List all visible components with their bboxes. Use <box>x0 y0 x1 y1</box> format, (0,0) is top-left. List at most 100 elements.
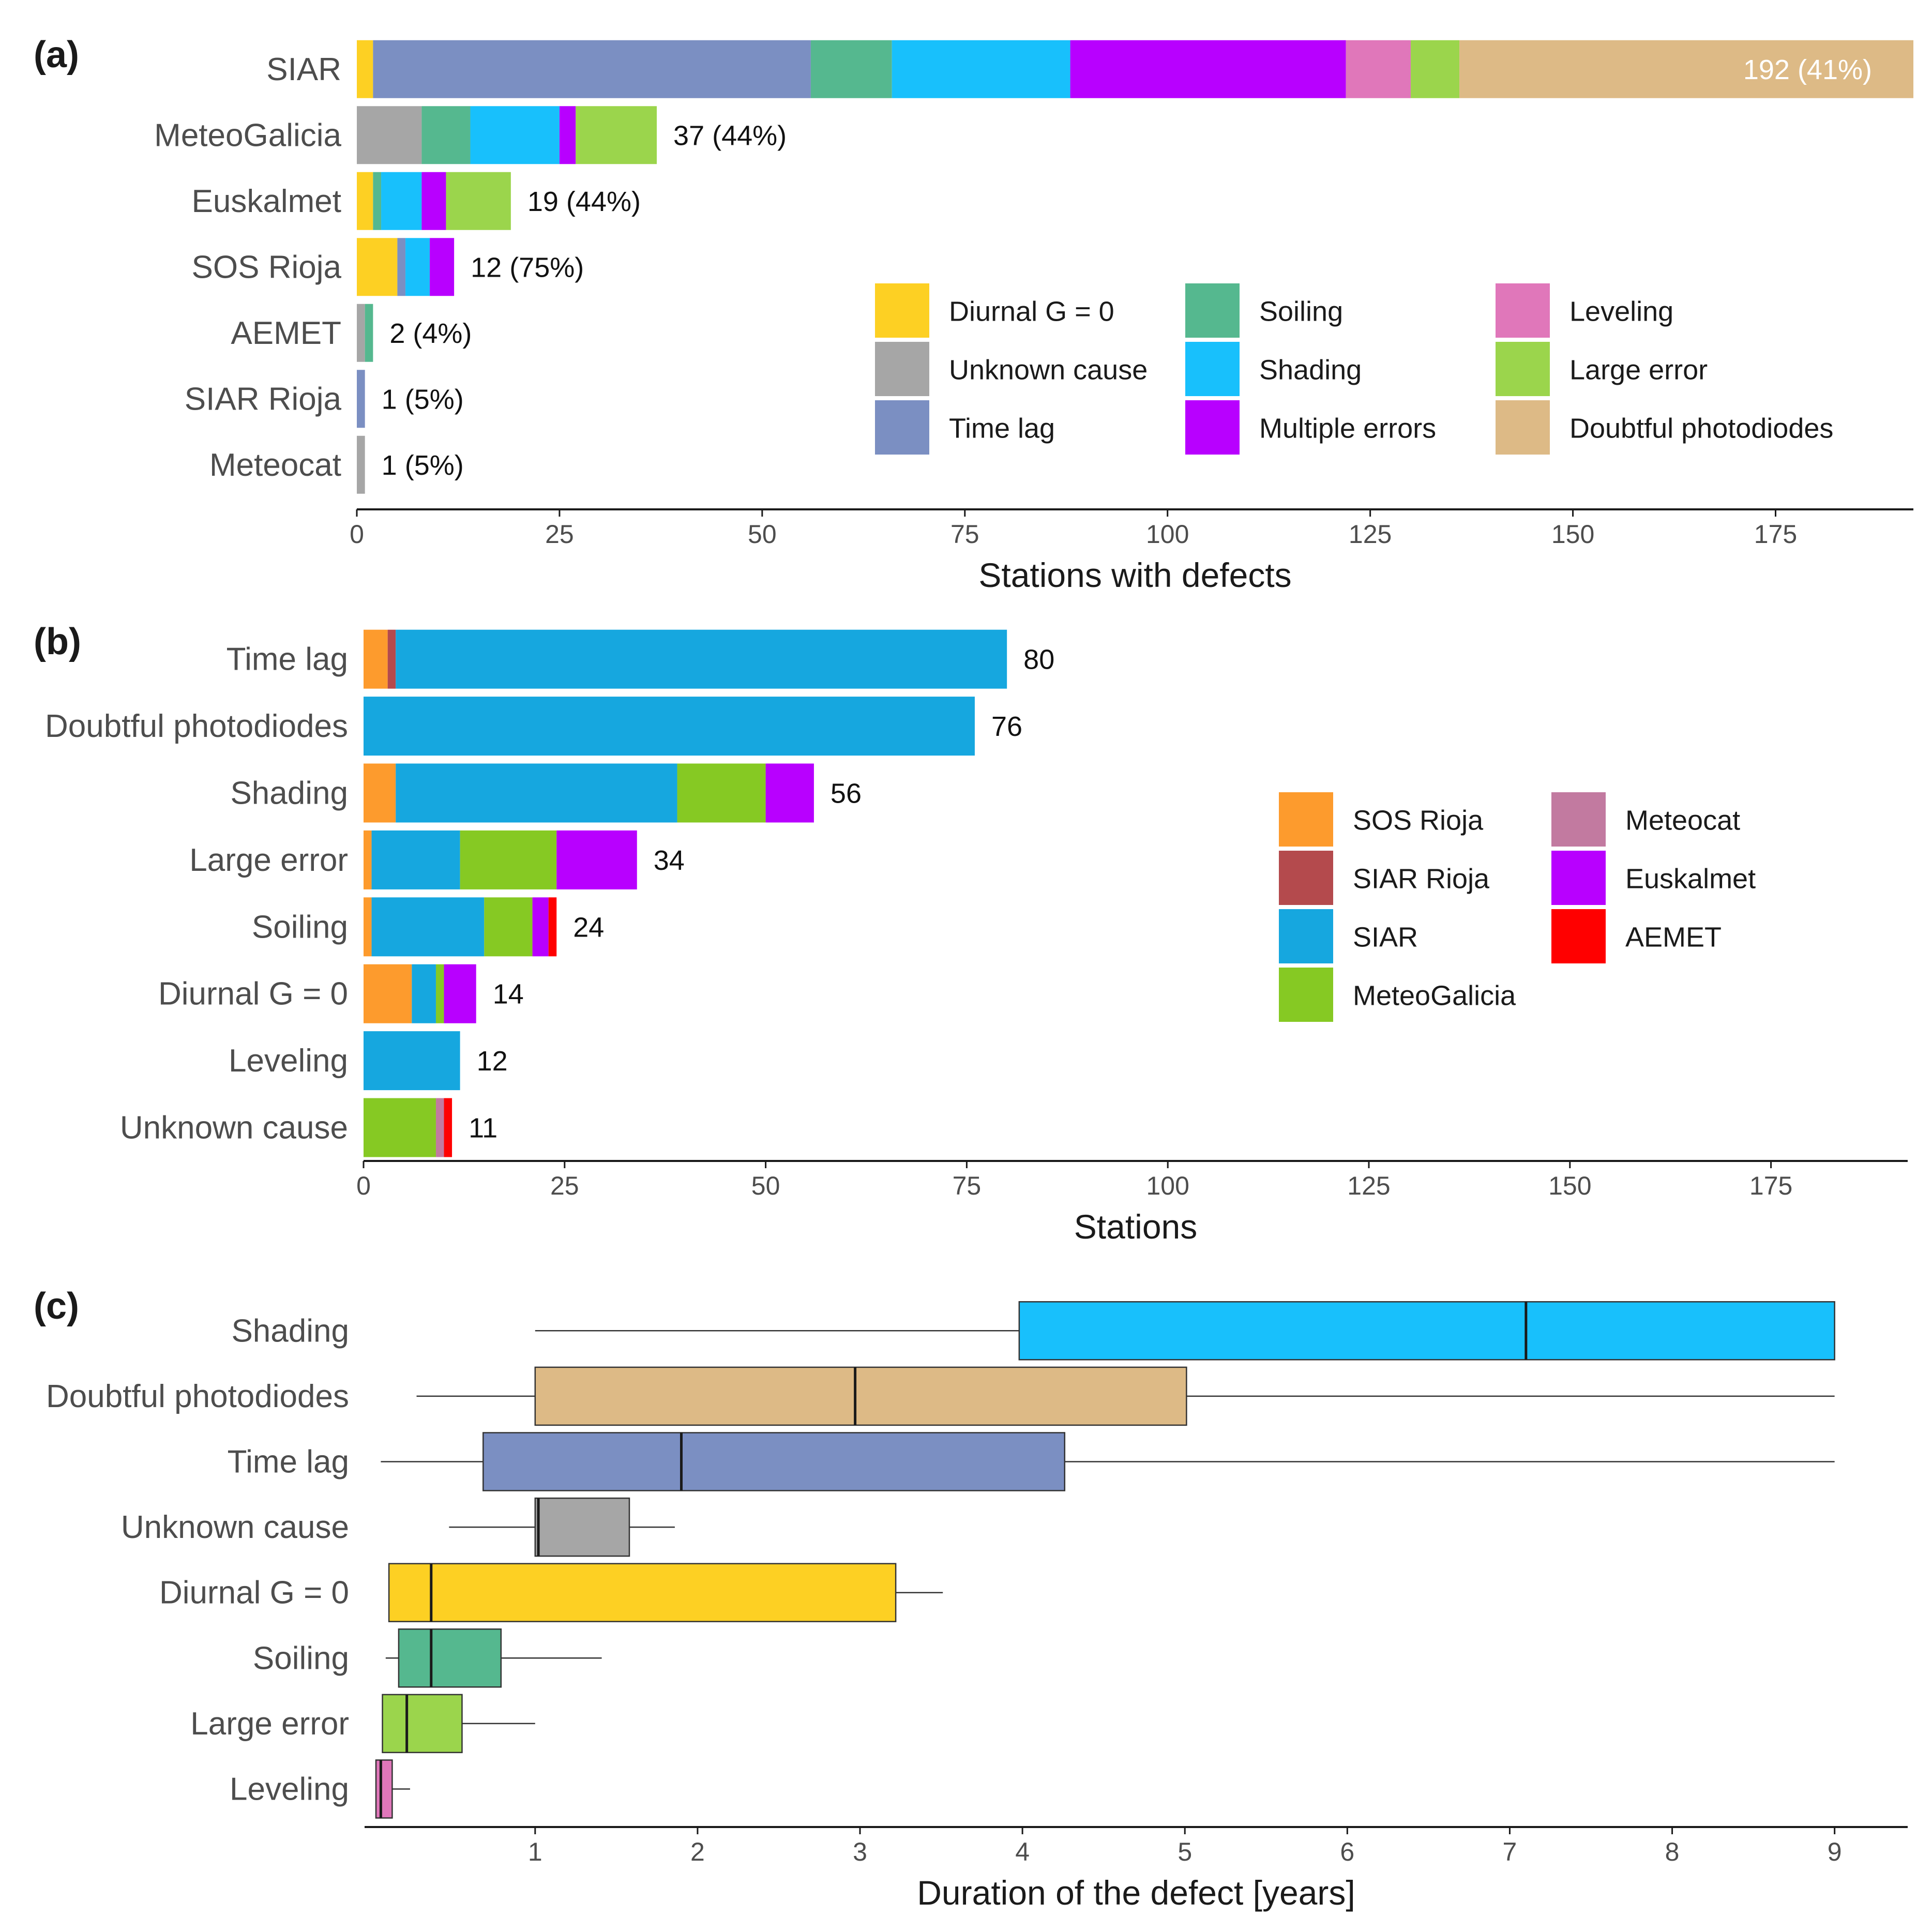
data-label-soiling: 24 <box>573 912 604 943</box>
bar-segment-meteogalicia-soiling <box>421 106 471 164</box>
data-label-siar-rioja: 1 (5%) <box>382 384 464 415</box>
legend-label-siar-rioja: SIAR Rioja <box>1353 864 1490 895</box>
category-label-unknown-cause: Unknown cause <box>121 1510 349 1545</box>
bar-segment-meteogalicia-multiple-errors <box>559 106 576 164</box>
legend-key-diurnal-g-0 <box>875 283 929 338</box>
box-time-lag <box>482 1432 1066 1491</box>
bar-segment-euskalmet-shading <box>381 172 422 230</box>
legend-key-meteogalicia <box>1279 968 1333 1022</box>
box-unknown-cause <box>534 1497 630 1557</box>
category-label-siar-rioja: SIAR Rioja <box>185 381 342 417</box>
category-label-doubtful-photodiodes: Doubtful photodiodes <box>46 1379 349 1414</box>
legend-key-leveling <box>1496 283 1550 338</box>
legend-label-large-error: Large error <box>1569 355 1708 386</box>
legend-key-siar <box>1279 909 1333 963</box>
x-tick-label-4: 4 <box>1015 1837 1030 1866</box>
legend-key-multiple-errors <box>1185 400 1240 455</box>
bar-segment-unknown-cause-meteogalicia <box>364 1098 436 1157</box>
bar-segment-aemet-soiling <box>365 304 373 362</box>
panel-a: (a) SIAR 192 (41%) MeteoGalicia 37 (44%) Eusk… <box>34 34 1913 594</box>
bar-segment-siar-rioja-time-lag <box>357 370 365 428</box>
legend-label-sos-rioja: SOS Rioja <box>1353 805 1484 836</box>
bar-segment-siar-time-lag <box>373 40 811 98</box>
x-tick-label-125: 125 <box>1347 1171 1390 1200</box>
box-doubtful-photodiodes <box>534 1366 1187 1426</box>
legend-label-euskalmet: Euskalmet <box>1625 864 1756 895</box>
category-label-euskalmet: Euskalmet <box>192 184 341 219</box>
legend-label-doubtful-photodiodes: Doubtful photodiodes <box>1569 413 1833 444</box>
bar-segment-time-lag-siar <box>396 629 1007 689</box>
box-shading <box>1018 1301 1835 1361</box>
bar-segment-large-error-euskalmet <box>556 830 637 889</box>
bar-segment-shading-euskalmet <box>765 763 814 823</box>
data-label-time-lag: 80 <box>1023 644 1054 675</box>
legend-label-time-lag: Time lag <box>949 413 1055 444</box>
bar-segment-siar-soiling <box>810 40 892 98</box>
x-tick-label-7: 7 <box>1503 1837 1517 1866</box>
category-label-sos-rioja: SOS Rioja <box>192 249 342 285</box>
category-label-siar: SIAR <box>266 52 341 87</box>
legend-label-shading: Shading <box>1259 355 1362 386</box>
bar-segment-siar-large-error <box>1411 40 1460 98</box>
category-label-shading: Shading <box>230 776 348 811</box>
bar-segment-siar-shading <box>892 40 1070 98</box>
bar-segment-meteogalicia-unknown-cause <box>357 106 422 164</box>
bar-segment-diurnal-g-0-sos-rioja <box>364 964 412 1023</box>
bar-segment-sos-rioja-diurnal-g-0 <box>357 238 398 296</box>
legend-label-multiple-errors: Multiple errors <box>1259 413 1436 444</box>
bar-segment-soiling-aemet <box>548 897 557 957</box>
bar-segment-sos-rioja-multiple-errors <box>430 238 455 296</box>
x-tick-label-175: 175 <box>1754 520 1797 549</box>
category-label-meteocat: Meteocat <box>209 447 341 483</box>
box-diurnal-g-0 <box>388 1563 897 1622</box>
bar-segment-diurnal-g-0-siar <box>412 964 436 1023</box>
x-tick-label-150: 150 <box>1548 1171 1591 1200</box>
bar-segment-diurnal-g-0-euskalmet <box>444 964 476 1023</box>
bar-segment-aemet-unknown-cause <box>357 304 365 362</box>
legend-key-soiling <box>1185 283 1240 338</box>
x-tick-label-9: 9 <box>1828 1837 1842 1866</box>
panel-b: (b) Time lag 80 Doubtful photodiodes 76 Shadi… <box>34 621 1908 1246</box>
x-tick-label-100: 100 <box>1146 520 1189 549</box>
data-label-shading: 56 <box>831 778 862 809</box>
bar-segment-diurnal-g-0-meteogalicia <box>435 964 444 1023</box>
data-label-meteocat: 1 (5%) <box>382 450 464 481</box>
bar-segment-siar-diurnal-g-0 <box>357 40 373 98</box>
legend-key-large-error <box>1496 342 1550 396</box>
bar-segment-unknown-cause-aemet <box>444 1098 452 1157</box>
x-tick-label-75: 75 <box>950 520 979 549</box>
legend-label-meteocat: Meteocat <box>1625 805 1740 836</box>
x-tick-label-150: 150 <box>1551 520 1594 549</box>
bar-segment-unknown-cause-meteocat <box>435 1098 444 1157</box>
data-label-doubtful-photodiodes: 76 <box>991 711 1022 742</box>
box-large-error <box>382 1694 463 1754</box>
legend-key-meteocat <box>1551 792 1606 847</box>
bar-segment-time-lag-siar-rioja <box>387 629 396 689</box>
x-tick-label-25: 25 <box>545 520 574 549</box>
bar-segment-doubtful-photodiodes-siar <box>364 697 975 756</box>
bar-segment-euskalmet-diurnal-g-0 <box>357 172 373 230</box>
category-label-leveling: Leveling <box>230 1772 349 1807</box>
data-label-aemet: 2 (4%) <box>389 318 472 349</box>
legend-key-sos-rioja <box>1279 792 1333 847</box>
data-label-meteogalicia: 37 (44%) <box>673 120 787 151</box>
category-label-large-error: Large error <box>190 1706 349 1742</box>
data-label-unknown-cause: 11 <box>469 1113 497 1144</box>
legend-key-siar-rioja <box>1279 851 1333 905</box>
data-label-euskalmet: 19 (44%) <box>527 186 641 217</box>
panel-a-tag: (a) <box>34 34 79 76</box>
category-label-time-lag: Time lag <box>227 642 348 677</box>
legend-key-shading <box>1185 342 1240 396</box>
legend-key-doubtful-photodiodes <box>1496 400 1550 455</box>
bar-segment-shading-meteogalicia <box>677 763 766 823</box>
bar-segment-soiling-siar <box>371 897 485 957</box>
bar-segment-time-lag-sos-rioja <box>364 629 388 689</box>
x-tick-label-0: 0 <box>350 520 364 549</box>
category-label-soiling: Soiling <box>252 909 348 945</box>
legend-label-leveling: Leveling <box>1569 296 1673 327</box>
bar-segment-euskalmet-multiple-errors <box>421 172 446 230</box>
legend-key-euskalmet <box>1551 851 1606 905</box>
bar-segment-siar-multiple-errors <box>1070 40 1346 98</box>
bar-segment-large-error-meteogalicia <box>460 830 557 889</box>
bar-segment-soiling-meteogalicia <box>484 897 533 957</box>
